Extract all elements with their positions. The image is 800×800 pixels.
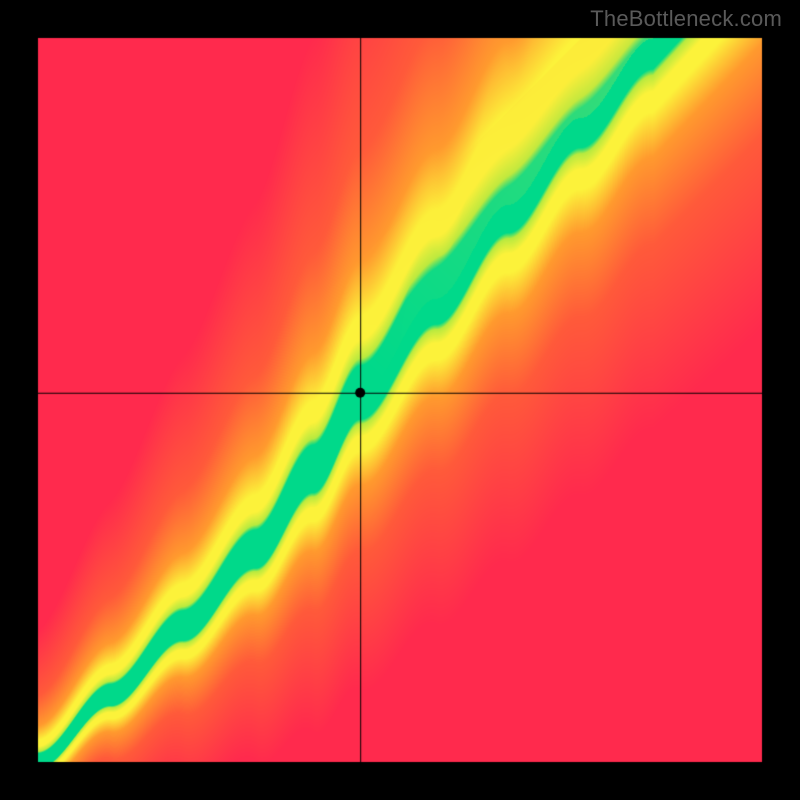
chart-container: TheBottleneck.com <box>0 0 800 800</box>
watermark-text: TheBottleneck.com <box>590 6 782 32</box>
heatmap-canvas <box>0 0 800 800</box>
